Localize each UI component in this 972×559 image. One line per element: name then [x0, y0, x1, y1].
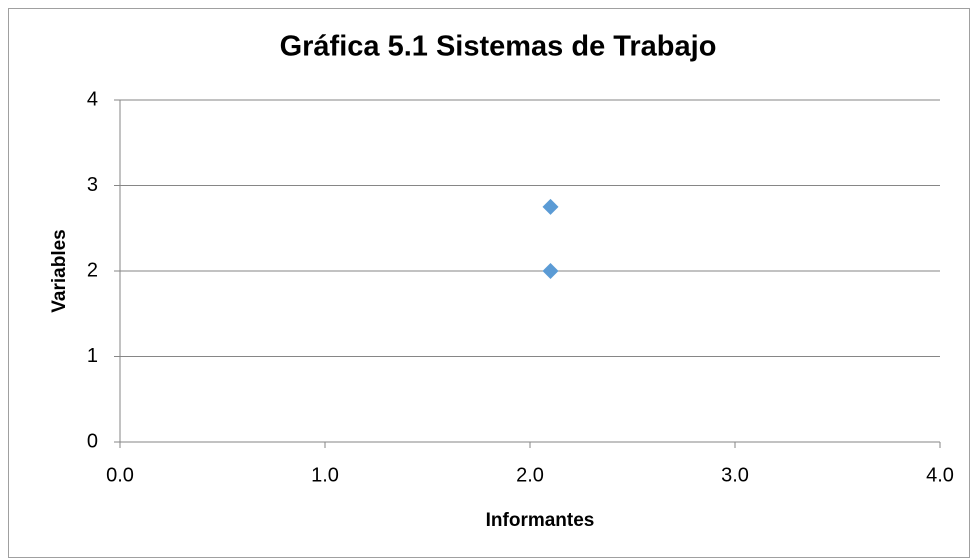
- chart-border: [8, 8, 970, 558]
- x-tick-label: 2.0: [516, 464, 544, 486]
- chart-title: Gráfica 5.1 Sistemas de Trabajo: [280, 31, 717, 63]
- x-tick-label: 3.0: [721, 464, 749, 486]
- x-axis-label: Informantes: [486, 510, 595, 531]
- x-tick-label: 0.0: [106, 464, 134, 486]
- point: [542, 198, 559, 215]
- y-tick-label: 1: [87, 345, 98, 367]
- y-tick-label: 4: [87, 88, 98, 110]
- y-tick-label: 2: [87, 259, 98, 281]
- y-tick-label: 3: [87, 174, 98, 196]
- x-tick-label: 1.0: [311, 464, 339, 486]
- y-tick-label: 0: [87, 430, 98, 452]
- x-tick-label: 4.0: [926, 464, 954, 486]
- point: [542, 263, 559, 279]
- y-axis-label: Variables: [49, 229, 70, 312]
